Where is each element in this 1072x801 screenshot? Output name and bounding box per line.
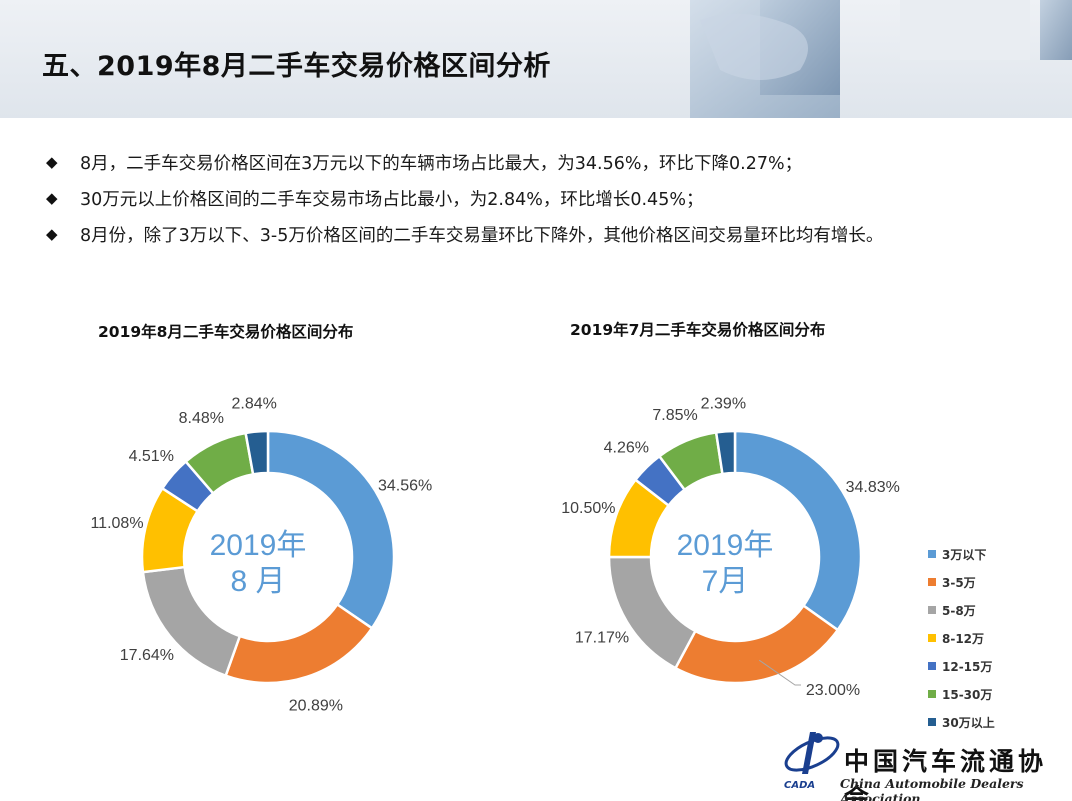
cada-logo: CADA 中国汽车流通协会 China Automobile Dealers A…: [776, 728, 1066, 801]
header-banner: 五、2019年8月二手车交易价格区间分析: [0, 0, 1072, 118]
legend-label: 3-5万: [942, 575, 976, 590]
bullet-item: ◆ 8月份，除了3万以下、3-5万价格区间的二手车交易量环比下降外，其他价格区间…: [46, 216, 1046, 252]
leader-line: [758, 659, 801, 686]
bullet-text: 8月，二手车交易价格区间在3万元以下的车辆市场占比最大，为34.56%，环比下降…: [80, 153, 803, 174]
legend-label: 15-30万: [942, 687, 993, 702]
data-label: 11.08%: [90, 515, 143, 532]
donut-slice: [607, 555, 698, 670]
data-label: 34.56%: [378, 478, 432, 495]
legend-label: 3万以下: [942, 547, 987, 562]
legend-label: 12-15万: [942, 659, 993, 674]
legend-swatch: [928, 606, 936, 614]
bullet-list: ◆ 8月，二手车交易价格区间在3万元以下的车辆市场占比最大，为34.56%，环比…: [46, 144, 1046, 252]
logo-abbr: CADA: [784, 780, 816, 791]
donut-slice: [224, 602, 374, 685]
center-label: 7月: [702, 565, 749, 598]
legend-swatch: [928, 718, 936, 726]
data-label: 2.39%: [701, 395, 746, 412]
data-label: 17.17%: [575, 630, 629, 647]
data-label: 4.26%: [604, 440, 649, 457]
bullet-text: 30万元以上价格区间的二手车交易市场占比最小，为2.84%，环比增长0.45%；: [80, 189, 704, 210]
logo-english-name: China Automobile Dealers Association: [840, 776, 1024, 801]
donut-slice: [733, 429, 863, 632]
chart-legend: 3万以下 3-5万 5-8万 8-12万 12-15万 15-30万 30万以上: [928, 540, 995, 736]
data-label: 8.48%: [179, 410, 224, 427]
center-label: 2019年: [677, 529, 774, 562]
chart-title-august: 2019年8月二手车交易价格区间分布: [98, 323, 354, 341]
data-label: 34.83%: [846, 479, 900, 496]
donut-slice: [714, 429, 737, 476]
diamond-icon: ◆: [46, 153, 58, 171]
donut-slice: [244, 429, 270, 476]
legend-item: 12-15万: [928, 652, 995, 680]
data-label: 20.89%: [289, 697, 343, 714]
page-title: 五、2019年8月二手车交易价格区间分析: [42, 51, 551, 82]
legend-swatch: [928, 634, 936, 642]
diamond-icon: ◆: [46, 189, 58, 207]
header-decoration: [690, 0, 1072, 118]
donut-slice: [266, 429, 396, 630]
legend-item: 8-12万: [928, 624, 995, 652]
data-label: 4.51%: [129, 448, 174, 465]
legend-label: 30万以上: [942, 715, 995, 730]
logo-chinese-name: 中国汽车流通协会: [844, 747, 1048, 801]
data-label: 10.50%: [561, 500, 615, 517]
legend-swatch: [928, 578, 936, 586]
bullet-text: 8月份，除了3万以下、3-5万价格区间的二手车交易量环比下降外，其他价格区间交易…: [80, 225, 884, 246]
data-label: 7.85%: [652, 407, 697, 424]
center-label: 2019年: [210, 529, 307, 562]
donut-slice: [673, 603, 840, 685]
diamond-icon: ◆: [46, 225, 58, 243]
bullet-item: ◆ 30万元以上价格区间的二手车交易市场占比最小，为2.84%，环比增长0.45…: [46, 180, 1046, 216]
legend-item: 15-30万: [928, 680, 995, 708]
legend-item: 5-8万: [928, 596, 995, 624]
bullet-item: ◆ 8月，二手车交易价格区间在3万元以下的车辆市场占比最大，为34.56%，环比…: [46, 144, 1046, 180]
chart-title-july: 2019年7月二手车交易价格区间分布: [570, 321, 826, 339]
legend-swatch: [928, 550, 936, 558]
legend-item: 30万以上: [928, 708, 995, 736]
legend-item: 3-5万: [928, 568, 995, 596]
cada-emblem-icon: [784, 732, 840, 774]
legend-swatch: [928, 662, 936, 670]
legend-label: 8-12万: [942, 631, 985, 646]
center-label: 8 月: [230, 565, 285, 598]
legend-item: 3万以下: [928, 540, 995, 568]
data-label: 23.00%: [806, 682, 860, 699]
legend-label: 5-8万: [942, 603, 976, 618]
data-label: 17.64%: [120, 647, 174, 664]
data-label: 2.84%: [232, 396, 277, 413]
legend-swatch: [928, 690, 936, 698]
